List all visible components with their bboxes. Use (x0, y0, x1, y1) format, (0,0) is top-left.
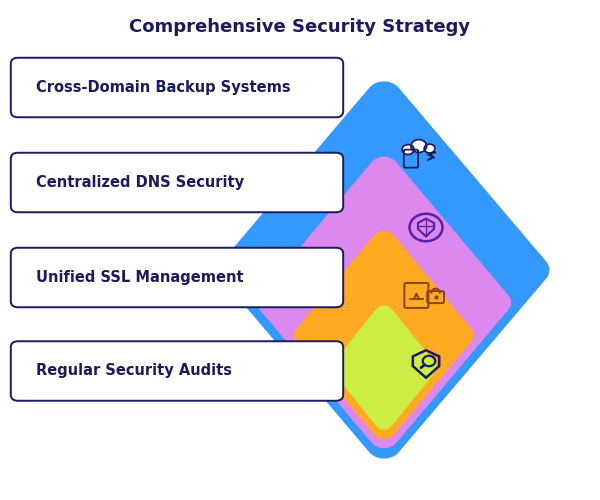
Text: Regular Security Audits: Regular Security Audits (36, 364, 232, 378)
Polygon shape (218, 82, 550, 458)
Circle shape (402, 144, 414, 154)
FancyBboxPatch shape (11, 341, 343, 401)
Polygon shape (294, 231, 474, 439)
Circle shape (424, 144, 435, 153)
Polygon shape (257, 156, 511, 449)
Text: Unified SSL Management: Unified SSL Management (36, 270, 244, 285)
FancyBboxPatch shape (11, 58, 343, 117)
Text: Comprehensive Security Strategy: Comprehensive Security Strategy (130, 18, 470, 36)
Text: Centralized DNS Security: Centralized DNS Security (36, 175, 244, 190)
FancyBboxPatch shape (11, 248, 343, 307)
Polygon shape (331, 306, 437, 430)
FancyBboxPatch shape (11, 153, 343, 212)
Text: Cross-Domain Backup Systems: Cross-Domain Backup Systems (36, 80, 290, 95)
Circle shape (411, 140, 427, 152)
